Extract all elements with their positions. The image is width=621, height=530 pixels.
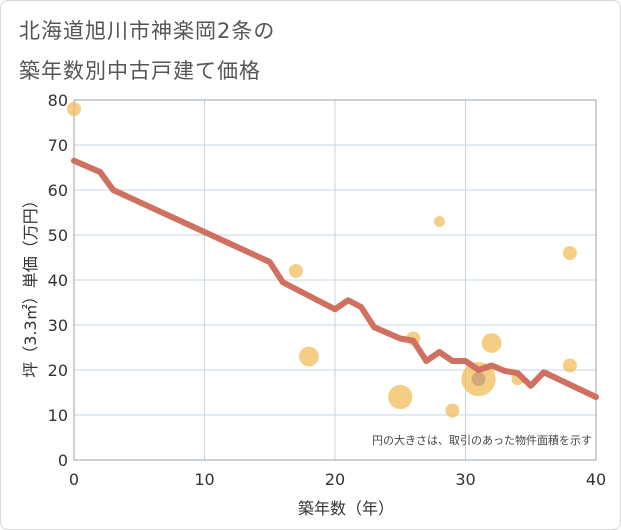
scatter-bubble: [445, 403, 460, 418]
x-tick-label: 40: [586, 470, 606, 489]
scatter-bubble: [562, 358, 577, 373]
scatter-bubble: [67, 102, 81, 116]
grid-lines: [73, 99, 597, 461]
y-tick-label: 60: [48, 181, 68, 200]
plot-frame: [73, 99, 597, 461]
bubble-series: [67, 102, 577, 418]
x-tick-label: 0: [69, 470, 79, 489]
y-tick-label: 80: [48, 91, 68, 110]
y-tick-label: 30: [48, 316, 68, 335]
y-tick-label: 50: [48, 226, 68, 245]
scatter-bubble: [388, 384, 413, 410]
axis-ticks: 0 10 20 30 40 0 10 20 30 40 50 60 70 80: [48, 91, 607, 489]
x-axis-title: 築年数（年）: [298, 499, 394, 518]
y-tick-label: 20: [48, 361, 68, 380]
y-tick-label: 10: [48, 406, 68, 425]
y-tick-label: 40: [48, 271, 68, 290]
chart-title-line-1: 北海道旭川市神楽岡2条の: [19, 19, 276, 43]
x-tick-label: 20: [325, 470, 345, 489]
scatter-bubble: [481, 333, 502, 353]
scatter-bubble: [562, 246, 577, 260]
x-tick-label: 30: [455, 470, 475, 489]
scatter-bubble: [299, 346, 319, 367]
chart-title-line-2: 築年数別中古戸建て価格: [19, 59, 261, 83]
x-tick-label: 10: [194, 470, 214, 489]
y-tick-label: 70: [48, 136, 68, 155]
scatter-bubble: [288, 264, 303, 278]
scatter-bubble: [433, 216, 445, 227]
bubble-size-note: 円の大きさは、取引のあった物件面積を示す: [372, 433, 592, 447]
y-tick-label: 0: [58, 451, 68, 470]
trend-line: [71, 157, 599, 400]
scatter-bubble: [471, 372, 486, 386]
y-axis-title: 坪（3.3㎡）単価（万円）: [21, 192, 40, 377]
